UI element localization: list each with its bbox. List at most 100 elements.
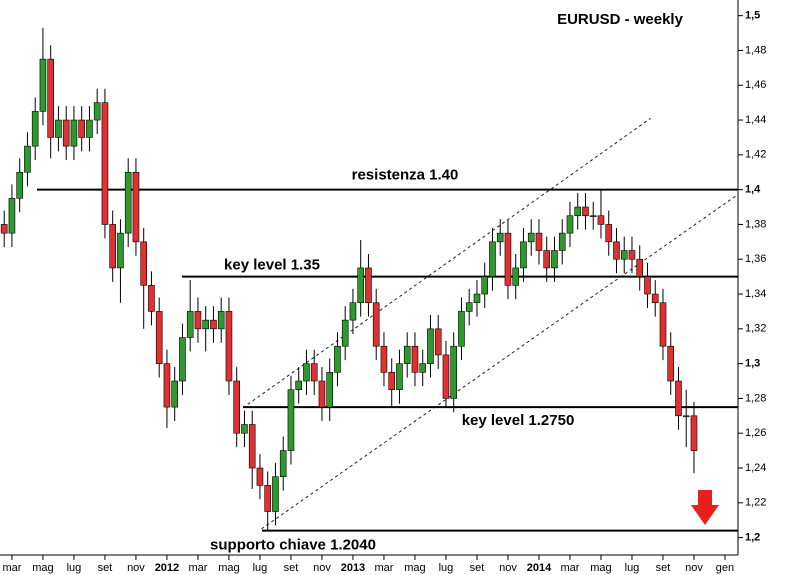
candle-body bbox=[442, 354, 450, 399]
candle-body bbox=[651, 293, 659, 304]
y-tick-label: 1,24 bbox=[745, 462, 766, 474]
candle-body bbox=[24, 145, 31, 173]
x-tick-label: set bbox=[284, 562, 299, 574]
x-tick-label: gen bbox=[716, 562, 734, 574]
candle-body bbox=[628, 250, 636, 260]
candle-body bbox=[496, 232, 504, 243]
candle-body bbox=[357, 267, 365, 304]
x-tick-label: mag bbox=[590, 562, 611, 574]
x-tick-label: mar bbox=[188, 562, 207, 574]
y-tick-label: 1,2 bbox=[745, 532, 760, 544]
candle-body bbox=[574, 206, 582, 217]
candle-body bbox=[675, 380, 682, 417]
x-tick-label: nov bbox=[313, 562, 331, 574]
down-arrow bbox=[691, 490, 719, 525]
y-tick-label: 1,32 bbox=[745, 323, 766, 335]
candle-body bbox=[31, 111, 39, 147]
trend-channel bbox=[261, 194, 738, 530]
candle-body bbox=[473, 293, 481, 304]
x-tick-label: lug bbox=[625, 562, 640, 574]
candle-body bbox=[132, 171, 140, 243]
candle-body bbox=[667, 345, 675, 382]
candle-body bbox=[210, 319, 217, 330]
candle-body bbox=[225, 311, 233, 382]
candle-body bbox=[682, 415, 690, 418]
candle-body bbox=[589, 215, 597, 218]
x-tick-label: 2012 bbox=[155, 562, 179, 574]
x-tick-label: lug bbox=[439, 562, 454, 574]
candle-body bbox=[419, 363, 427, 373]
x-tick-label: mar bbox=[2, 562, 21, 574]
candle-body bbox=[558, 232, 566, 251]
candle-body bbox=[8, 198, 16, 234]
x-tick-label: nov bbox=[127, 562, 145, 574]
y-tick-label: 1,5 bbox=[745, 10, 760, 22]
candle-body bbox=[55, 119, 62, 138]
candle-body bbox=[264, 485, 272, 512]
candle-body bbox=[372, 302, 380, 347]
x-tick-label: 2013 bbox=[341, 562, 365, 574]
candle-body bbox=[543, 250, 551, 269]
candle-body bbox=[551, 250, 558, 269]
candle-body bbox=[465, 302, 473, 312]
candle-body bbox=[101, 102, 109, 225]
candle-body bbox=[39, 58, 47, 112]
x-tick-label: set bbox=[656, 562, 671, 574]
x-tick-label: mag bbox=[404, 562, 425, 574]
y-tick-label: 1,44 bbox=[745, 114, 766, 126]
candle-body bbox=[458, 311, 465, 347]
candle-body bbox=[489, 241, 496, 277]
candle-body bbox=[248, 424, 256, 469]
candle-body bbox=[597, 215, 605, 225]
x-tick-label: mag bbox=[218, 562, 239, 574]
candle-body bbox=[217, 311, 225, 330]
candle-body bbox=[117, 232, 124, 269]
candle-body bbox=[16, 171, 23, 199]
candle-body bbox=[47, 58, 54, 138]
candle-body bbox=[163, 363, 171, 408]
candle-body bbox=[310, 363, 318, 382]
y-tick-label: 1,26 bbox=[745, 427, 766, 439]
candle-body bbox=[690, 415, 698, 451]
candle-body bbox=[434, 328, 442, 356]
candle-body bbox=[70, 119, 78, 147]
candle-body bbox=[287, 389, 295, 451]
y-tick-label: 1,46 bbox=[745, 79, 766, 91]
candle-body bbox=[605, 224, 613, 243]
candle-body bbox=[93, 102, 101, 121]
candle-body bbox=[62, 119, 70, 147]
candle-body bbox=[450, 345, 458, 399]
candle-body bbox=[155, 311, 163, 364]
x-tick-label: lug bbox=[253, 562, 268, 574]
candle-body bbox=[124, 171, 132, 234]
candle-body bbox=[396, 363, 403, 391]
y-tick-label: 1,38 bbox=[745, 218, 766, 230]
y-tick-label: 1,42 bbox=[745, 149, 766, 161]
candle-body bbox=[388, 372, 396, 391]
candle-body bbox=[0, 224, 8, 234]
candle-body bbox=[78, 119, 85, 138]
candle-body bbox=[411, 345, 419, 373]
candle-body bbox=[256, 467, 264, 486]
candle-body bbox=[512, 267, 520, 286]
candle-body bbox=[365, 267, 372, 304]
y-tick-label: 1,48 bbox=[745, 44, 766, 56]
candle-body bbox=[295, 380, 303, 391]
trend-channel bbox=[242, 117, 651, 409]
candle-body bbox=[636, 258, 644, 277]
candle-body bbox=[349, 302, 357, 321]
candle-body bbox=[620, 250, 628, 260]
candle-body bbox=[140, 241, 147, 286]
candle-body bbox=[148, 285, 155, 312]
candle-body bbox=[334, 345, 341, 373]
y-tick-label: 1,4 bbox=[745, 184, 761, 196]
candle-body bbox=[303, 363, 310, 382]
x-tick-label: mar bbox=[374, 562, 393, 574]
candle-body bbox=[318, 380, 326, 408]
candle-body bbox=[520, 241, 527, 269]
candle-body bbox=[341, 319, 349, 347]
candle-body bbox=[504, 232, 512, 286]
candle-body bbox=[86, 119, 93, 138]
